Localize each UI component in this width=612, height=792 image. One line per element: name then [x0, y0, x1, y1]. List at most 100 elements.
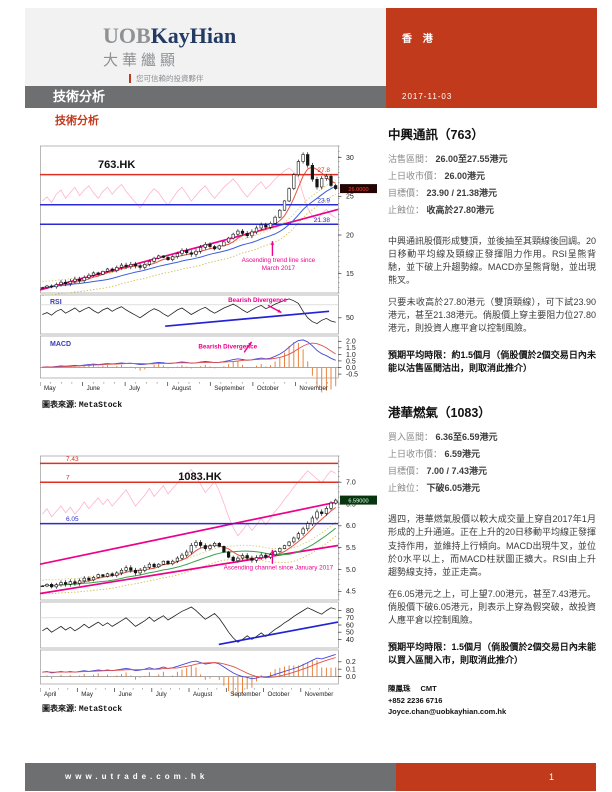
- analysis-paragraph: 只要未收高於27.80港元（雙頂頸線），可下試23.90港元，甚至21.38港元…: [388, 297, 596, 334]
- macd-annotation: Bearish Divergence: [198, 343, 257, 350]
- analyst-name-line: 陳鳳珠 CMT: [388, 683, 596, 695]
- last-price-box: [340, 184, 377, 194]
- detail-last-close: 上日收市價： 26.00港元: [388, 168, 596, 185]
- svg-text:4.5: 4.5: [346, 589, 356, 596]
- chart-annotation: Ascending channel since January 2017: [224, 564, 334, 571]
- candlesticks: [40, 152, 338, 289]
- detail-value: 23.90 / 21.38港元: [426, 188, 498, 198]
- detail-label: 買入區間：: [388, 432, 436, 443]
- macd-line: [42, 653, 336, 680]
- svg-text:0.0: 0.0: [346, 365, 356, 372]
- report-date: 2017-11-03: [402, 92, 453, 101]
- rsi-trendline: [165, 310, 330, 328]
- analyst-title: CMT: [420, 683, 437, 693]
- technical-chart-763: 27.8 23.9 21.38 763.HK Ascending trend line …: [40, 145, 377, 393]
- svg-text:-0.5: -0.5: [346, 371, 358, 378]
- detail-value: 6.59港元: [444, 449, 481, 460]
- svg-text:September: September: [230, 691, 260, 698]
- analysis-paragraph: 中興通訊股價形成雙頂，並後抽至其頸線後回調。20日移動平均線及頸線正發揮阻力作用…: [388, 236, 597, 286]
- ma-slow: [42, 185, 336, 289]
- timeframe-note: 預期平均時限：約1.5個月（倘股價於2個交易日內未能以沽售區間沽出，則取消此推介…: [388, 350, 596, 374]
- detail-label: 沽售區間：: [388, 154, 436, 164]
- header-block: UOBKayHian 大華繼顯 您可信賴的投資夥伴: [25, 8, 386, 86]
- detail-value: 6.36至6.59港元: [435, 432, 498, 443]
- rsi-trendline: [218, 621, 339, 646]
- stock-heading-1083: 港華燃氣（1083）: [388, 406, 491, 421]
- svg-text:1.5: 1.5: [346, 345, 356, 352]
- chart-source-value: MetaStock: [78, 401, 123, 410]
- svg-text:0.5: 0.5: [346, 358, 356, 365]
- section-title-bar: 技術分析: [25, 86, 386, 108]
- logo-wordmark: UOBKayHian: [103, 25, 236, 47]
- analyst-contact: 陳鳳珠 CMT +852 2236 6716 Joyce.chan@uobkayh…: [388, 683, 596, 718]
- analysis-column: 中興通訊（763） 沽售區間： 26.00至27.55港元 上日收市價： 26.…: [388, 124, 596, 718]
- detail-label: 止蝕位：: [388, 205, 427, 215]
- svg-text:5.0: 5.0: [346, 567, 356, 574]
- svg-text:0.2: 0.2: [346, 659, 356, 666]
- svg-text:5.5: 5.5: [346, 545, 356, 552]
- svg-text:July: July: [156, 691, 168, 698]
- chart-source-value: MetaStock: [78, 705, 123, 714]
- svg-text:70: 70: [346, 615, 354, 622]
- svg-text:July: July: [129, 385, 141, 392]
- annotation-arrowhead: [248, 341, 252, 346]
- ma-fast: [42, 507, 337, 587]
- analyst-email-link[interactable]: Joyce.chan@uobkayhian.com.hk: [388, 707, 507, 717]
- macd-histogram: [46, 660, 337, 697]
- logo-tagline: 您可信賴的投資夥伴: [129, 74, 236, 83]
- analyst-name: 陳鳳珠: [388, 683, 411, 693]
- last-price-value: 6.59000: [348, 498, 368, 504]
- logo-uob-text: UOB: [103, 23, 151, 48]
- chart-source-763: 圖表來源: MetaStock: [42, 399, 122, 410]
- detail-target-price: 目標價： 23.90 / 21.38港元: [388, 185, 596, 202]
- svg-text:August: August: [193, 691, 213, 698]
- svg-text:October: October: [257, 385, 279, 392]
- stock-section-763: 中興通訊（763） 沽售區間： 26.00至27.55港元 上日收市價： 26.…: [388, 124, 596, 375]
- annotation-arrowhead: [277, 309, 282, 313]
- last-price-box: [340, 495, 377, 505]
- detail-buy-range: 買入區間： 6.36至6.59港元: [388, 429, 596, 446]
- svg-text:November: November: [305, 691, 334, 698]
- analyst-phone: +852 2236 6716: [388, 695, 443, 705]
- svg-text:40: 40: [346, 637, 354, 644]
- region-label: 香 港: [402, 34, 437, 45]
- svg-text:2.0: 2.0: [346, 339, 356, 346]
- band-lower: [42, 193, 336, 297]
- level-label-1: 7: [66, 475, 70, 482]
- analysis-paragraph: 週四，港華燃氣股價以較大成交量上穿自2017年1月形成的上升通道。正在上升的20…: [388, 514, 597, 577]
- company-logo: UOBKayHian 大華繼顯 您可信賴的投資夥伴: [103, 25, 236, 83]
- timeframe-note: 預期平均時限：1.5個月（倘股價於2個交易日內未能以買入區間入市，則取消此推介）: [388, 641, 596, 665]
- logo-kayhian-text: KayHian: [150, 23, 237, 48]
- chart-ticker-label: 763.HK: [98, 159, 135, 171]
- annotation-arrowhead: [270, 549, 275, 554]
- svg-text:20: 20: [346, 232, 354, 239]
- chart-source-label: 圖表來源:: [42, 400, 77, 409]
- chart-source-label: 圖表來源:: [42, 704, 77, 713]
- chart-annotation: March 2017: [262, 265, 296, 272]
- ma-slow: [42, 527, 337, 587]
- svg-text:7.0: 7.0: [346, 480, 356, 487]
- svg-text:30: 30: [346, 155, 354, 162]
- trendline-1: [40, 500, 339, 566]
- rsi-label: RSI: [50, 299, 62, 306]
- annotation-arrowhead: [270, 241, 275, 245]
- detail-label: 上日收市價：: [388, 449, 445, 460]
- detail-stop-loss: 止蝕位： 收高於27.80港元: [388, 202, 596, 219]
- relative-strength-line: [42, 167, 336, 222]
- rsi-annotation: Bearish Divergence: [228, 297, 287, 304]
- detail-value: 下破6.05港元: [426, 483, 481, 494]
- ma-fast: [42, 166, 336, 289]
- price-axis: 7.0 6.5 6.0 5.5 5.0 4.5: [338, 455, 356, 601]
- svg-text:6.0: 6.0: [346, 523, 356, 530]
- time-axis: May June July August September October Novembe…: [40, 382, 328, 392]
- level-label-0: 7.43: [66, 456, 79, 463]
- svg-text:May: May: [81, 691, 94, 698]
- rsi-line: [42, 298, 336, 325]
- macd-signal-line: [42, 342, 336, 368]
- level-label-2: 6.05: [66, 516, 79, 523]
- detail-sell-range: 沽售區間： 26.00至27.55港元: [388, 151, 596, 168]
- stock-section-1083: 港華燃氣（1083） 買入區間： 6.36至6.59港元 上日收市價： 6.59…: [388, 402, 596, 666]
- svg-text:1.0: 1.0: [346, 352, 356, 359]
- footer-url-bar: www.utrade.com.hk: [25, 763, 396, 791]
- detail-label: 目標價：: [388, 466, 427, 477]
